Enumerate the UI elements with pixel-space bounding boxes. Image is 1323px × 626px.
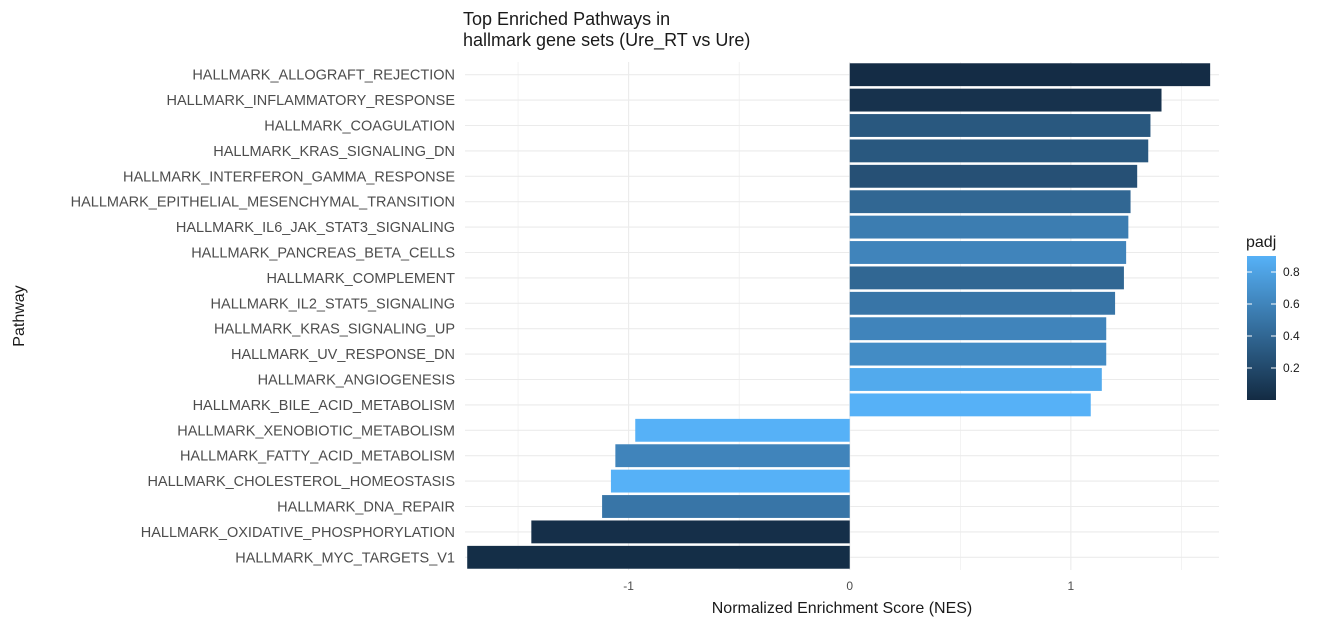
x-axis-title: Normalized Enrichment Score (NES) xyxy=(712,600,973,617)
bar-hallmark-oxidative-phosphorylation xyxy=(531,520,850,544)
category-label: HALLMARK_MYC_TARGETS_V1 xyxy=(235,550,455,566)
legend-tick-label: 0.8 xyxy=(1283,265,1300,279)
category-label: HALLMARK_BILE_ACID_METABOLISM xyxy=(193,398,455,414)
category-label: HALLMARK_DNA_REPAIR xyxy=(277,500,455,516)
bar-hallmark-kras-signaling-up xyxy=(849,317,1107,341)
grid-lines xyxy=(465,62,1219,570)
legend-title: padj xyxy=(1246,234,1276,251)
bar-hallmark-pancreas-beta-cells xyxy=(849,241,1127,264)
bar-hallmark-bile-acid-metabolism xyxy=(849,393,1091,417)
category-label: HALLMARK_COMPLEMENT xyxy=(266,271,455,287)
legend-colorbar xyxy=(1247,256,1276,400)
bar-hallmark-epithelial-mesenchymal-transition xyxy=(849,190,1131,214)
bar-hallmark-cholesterol-homeostasis xyxy=(610,469,850,493)
category-label: HALLMARK_UV_RESPONSE_DN xyxy=(231,347,455,363)
bar-hallmark-xenobiotic-metabolism xyxy=(635,418,850,442)
bar-hallmark-angiogenesis xyxy=(849,368,1102,391)
category-label: HALLMARK_KRAS_SIGNALING_UP xyxy=(214,322,455,338)
category-label: HALLMARK_ALLOGRAFT_REJECTION xyxy=(192,68,455,84)
x-tick-labels: -1 0 1 xyxy=(623,579,1074,593)
category-label: HALLMARK_KRAS_SIGNALING_DN xyxy=(213,144,455,160)
category-label: HALLMARK_CHOLESTEROL_HOMEOSTASIS xyxy=(147,474,455,490)
category-label: HALLMARK_OXIDATIVE_PHOSPHORYLATION xyxy=(141,525,455,541)
bar-hallmark-complement xyxy=(849,266,1124,290)
chart-title: Top Enriched Pathways in hallmark gene s… xyxy=(463,9,750,51)
bar-hallmark-myc-targets-v1 xyxy=(467,545,850,569)
bar-hallmark-fatty-acid-metabolism xyxy=(615,444,850,468)
category-label: HALLMARK_XENOBIOTIC_METABOLISM xyxy=(177,423,455,439)
chart-title-line-1: Top Enriched Pathways in xyxy=(463,9,671,29)
legend-tick-label: 0.4 xyxy=(1283,329,1300,343)
bar-hallmark-interferon-gamma-response xyxy=(849,164,1138,188)
legend-tick-label: 0.6 xyxy=(1283,297,1300,311)
x-tick-label: -1 xyxy=(623,579,634,593)
category-label: HALLMARK_ANGIOGENESIS xyxy=(258,373,455,389)
bar-hallmark-allograft-rejection xyxy=(849,63,1211,87)
bar-hallmark-il2-stat5-signaling xyxy=(849,291,1116,315)
category-label: HALLMARK_IL6_JAK_STAT3_SIGNALING xyxy=(176,220,455,236)
bar-hallmark-il6-jak-stat3-signaling xyxy=(849,215,1129,239)
category-label: HALLMARK_FATTY_ACID_METABOLISM xyxy=(180,449,455,465)
category-label: HALLMARK_COAGULATION xyxy=(264,119,455,135)
x-tick-label: 1 xyxy=(1068,579,1075,593)
bars-layer xyxy=(467,63,1211,569)
x-tick-label: 0 xyxy=(846,579,853,593)
padj-legend: padj 0.2 0.4 0.6 0.8 xyxy=(1246,234,1300,400)
bar-hallmark-kras-signaling-dn xyxy=(849,139,1149,163)
y-axis-title: Pathway xyxy=(11,285,28,346)
category-label: HALLMARK_PANCREAS_BETA_CELLS xyxy=(191,246,455,262)
category-label: HALLMARK_EPITHELIAL_MESENCHYMAL_TRANSITI… xyxy=(71,195,455,211)
legend-tick-label: 0.2 xyxy=(1283,361,1300,375)
category-labels: HALLMARK_ALLOGRAFT_REJECTION HALLMARK_INF… xyxy=(71,68,456,567)
bar-hallmark-inflammatory-response xyxy=(849,88,1162,112)
category-label: HALLMARK_INFLAMMATORY_RESPONSE xyxy=(167,93,456,109)
category-label: HALLMARK_IL2_STAT5_SIGNALING xyxy=(211,296,455,312)
category-label: HALLMARK_INTERFERON_GAMMA_RESPONSE xyxy=(123,169,455,185)
bar-hallmark-coagulation xyxy=(849,114,1151,137)
bar-hallmark-uv-response-dn xyxy=(849,342,1107,366)
chart-title-line-2: hallmark gene sets (Ure_RT vs Ure) xyxy=(463,30,751,50)
legend-ticks: 0.2 0.4 0.6 0.8 xyxy=(1247,265,1300,375)
bar-hallmark-dna-repair xyxy=(602,495,850,518)
